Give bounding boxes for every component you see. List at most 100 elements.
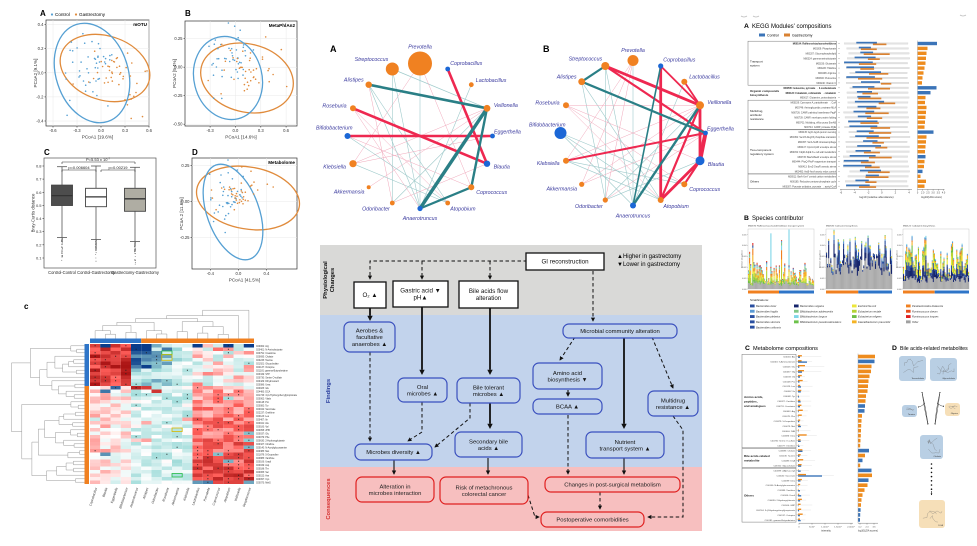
svg-text:peptides,: peptides, [744, 399, 758, 403]
svg-text:DCA: DCA [938, 524, 943, 527]
svg-text:colorectal cancer: colorectal cancer [462, 492, 507, 498]
svg-text:Roseburia: Roseburia [162, 487, 170, 502]
svg-text:C00245: Taurine: C00245: Taurine [256, 359, 274, 362]
svg-text:C00148: Pro: C00148: Pro [783, 380, 796, 383]
svg-text:Veillonella: Veillonella [233, 487, 241, 502]
svg-text:Klebsiella: Klebsiella [323, 164, 346, 170]
svg-text:Changes: Changes [330, 268, 336, 292]
svg-text:C00025: Glu: C00025: Glu [783, 366, 796, 368]
svg-text:Blautia: Blautia [494, 164, 510, 170]
svg-text:Ruminococcus obeum: Ruminococcus obeum [912, 309, 939, 313]
svg-text:C02237: Ornithine: C02237: Ornithine [256, 411, 275, 414]
svg-text:C01921: Glycocholate: C01921: Glycocholate [773, 464, 795, 467]
svg-text:C00401: 5-Aminovalerate: C00401: 5-Aminovalerate [770, 360, 796, 363]
svg-text:transport system ▲: transport system ▲ [599, 446, 650, 452]
svg-text:Other: Other [912, 320, 919, 324]
svg-text:▼Lower in gastrectomy: ▼Lower in gastrectomy [617, 262, 680, 268]
svg-text:c: c [24, 302, 29, 311]
svg-text:3.5: 3.5 [937, 192, 941, 195]
svg-text:biosynthesis ▼: biosynthesis ▼ [548, 377, 588, 383]
svg-text:C04137: Octopine: C04137: Octopine [777, 514, 795, 517]
svg-text:Cholate: Cholate [933, 455, 941, 458]
svg-text:microbes interaction: microbes interaction [369, 491, 422, 497]
svg-text:0.4: 0.4 [263, 271, 269, 276]
svg-text:0.003: 0.003 [897, 256, 902, 258]
svg-text:C01746: 3-(4-Hydroxyphenyl)pro: C01746: 3-(4-Hydroxyphenyl)propionate [256, 394, 298, 397]
svg-text:facultative: facultative [356, 335, 383, 341]
svg-text:Bacteroides dorei: Bacteroides dorei [756, 304, 777, 308]
svg-text:Gastrectomy: Gastrectomy [79, 12, 106, 17]
svg-text:C00044: 2HB: C00044: 2HB [782, 431, 796, 433]
svg-text:Odoribacter: Odoribacter [575, 204, 603, 210]
svg-text:2.0x10⁶: 2.0x10⁶ [847, 526, 855, 528]
svg-text:Streptococcus: Streptococcus [242, 487, 252, 508]
svg-text:C00073: MetS: C00073: MetS [256, 481, 271, 484]
svg-text:M00739: CAMP, envelope protein: M00739: CAMP, envelope protein folding [794, 116, 836, 119]
svg-text:A: A [744, 23, 749, 30]
svg-text:0.2: 0.2 [38, 46, 44, 51]
svg-text:Organic compounds: Organic compounds [750, 89, 780, 93]
svg-text:M00745: BaeS-BaeR envelope str: M00745: BaeS-BaeR envelope stress [798, 156, 837, 159]
svg-text:Bacteroides vulgatus: Bacteroides vulgatus [800, 304, 825, 308]
svg-text:2.4: 2.4 [865, 526, 869, 528]
svg-text:Alteration in: Alteration in [379, 484, 410, 490]
svg-text:Species contributor: Species contributor [752, 216, 803, 222]
svg-text:0: 0 [917, 192, 919, 195]
svg-text:biosynthesis: biosynthesis [750, 93, 769, 97]
svg-text:Bile acids flow: Bile acids flow [469, 288, 509, 295]
svg-text:C00385: Met: C00385: Met [256, 450, 270, 453]
svg-text:MetaPhlAn2: MetaPhlAn2 [269, 23, 296, 28]
svg-text:Amino acid: Amino acid [553, 371, 582, 377]
svg-text:3.0: 3.0 [931, 192, 935, 195]
svg-text:M00492: ArcB-ArcA anoxic redox: M00492: ArcB-ArcA anoxic redox control [795, 171, 837, 174]
svg-text:M00445: AgrC-AgrA quorum sensi: M00445: AgrC-AgrA quorum sensing [799, 131, 837, 134]
svg-text:0.2: 0.2 [858, 526, 862, 528]
svg-text:Changes in post-surgical metab: Changes in post-surgical metabolism [564, 483, 661, 489]
svg-text:M00017: Glutamine, proteobacte: M00017: Glutamine, proteobacteria [800, 97, 837, 100]
svg-text:Bacteroides plebeius: Bacteroides plebeius [756, 315, 781, 319]
svg-text:Bifidobacterium adolescentis: Bifidobacterium adolescentis [800, 309, 834, 313]
svg-text:Eubacterium rectale: Eubacterium rectale [858, 309, 882, 313]
svg-text:M00701: Multidrug, efflux pump: M00701: Multidrug, efflux pump EmrAB [796, 121, 837, 124]
svg-text:log10(LDA score): log10(LDA score) [921, 195, 942, 199]
svg-text:C00123: Leu: C00123: Leu [782, 386, 795, 388]
svg-text:C03885: Xanthine: C03885: Xanthine [256, 457, 275, 460]
svg-text:-0.4: -0.4 [207, 271, 215, 276]
svg-text:C: C [745, 345, 750, 352]
svg-text:C00082: Tyr: C00082: Tyr [256, 404, 269, 407]
svg-text:PCoA2 [9.4%]: PCoA2 [9.4%] [172, 59, 177, 88]
svg-text:M00452: KdpD-KdpE K+ cell wall: M00452: KdpD-KdpE K+ cell wall metabolis… [790, 151, 836, 154]
svg-text:Bifidobacterium: Bifidobacterium [118, 487, 129, 509]
svg-text:Glycocholate: Glycocholate [942, 377, 955, 380]
svg-text:0.0: 0.0 [232, 128, 238, 133]
svg-text:Bacteroides stercoris: Bacteroides stercoris [756, 320, 781, 324]
svg-text:Risk of metachronous: Risk of metachronous [456, 485, 513, 491]
svg-text:Prevotella: Prevotella [621, 48, 645, 54]
svg-text:microbes ▲: microbes ▲ [473, 392, 504, 398]
svg-text:M00159: Coenzyme A, pantothena: M00159: Coenzyme A, pantothenate → CoA [791, 102, 837, 105]
svg-text:Blautia: Blautia [102, 487, 109, 498]
svg-text:Two-component: Two-component [750, 148, 772, 152]
svg-text:4: 4 [908, 191, 910, 195]
svg-text:-0.4: -0.4 [36, 119, 44, 124]
svg-text:Coprobacillus: Coprobacillus [88, 487, 98, 507]
svg-text:B: B [543, 44, 550, 54]
svg-text:0.000: 0.000 [820, 289, 825, 291]
svg-text:alteration: alteration [476, 295, 502, 302]
svg-text:Akkermansia: Akkermansia [333, 189, 365, 195]
svg-text:2.0: 2.0 [921, 192, 925, 195]
svg-text:C00042: Succinate: C00042: Succinate [256, 408, 276, 411]
svg-text:0.001: 0.001 [897, 278, 902, 280]
svg-text:BCAA ▲: BCAA ▲ [556, 405, 579, 411]
svg-text:Prevotella: Prevotella [203, 487, 211, 502]
svg-text:-4: -4 [853, 191, 856, 195]
svg-text:Consequences: Consequences [326, 478, 332, 519]
svg-text:-0.2: -0.2 [36, 94, 44, 99]
svg-text:Postoperative comorbidities: Postoperative comorbidities [556, 518, 628, 524]
svg-text:Bacteroides uniformis: Bacteroides uniformis [756, 325, 782, 329]
svg-text:B: B [744, 215, 749, 222]
svg-text:log10(LDA scores): log10(LDA scores) [858, 529, 878, 532]
svg-text:Aerobes &: Aerobes & [356, 328, 384, 334]
svg-text:Faecalibacterium prausnitzii: Faecalibacterium prausnitzii [858, 320, 891, 324]
svg-text:Bacteroides fragilis: Bacteroides fragilis [756, 309, 779, 313]
